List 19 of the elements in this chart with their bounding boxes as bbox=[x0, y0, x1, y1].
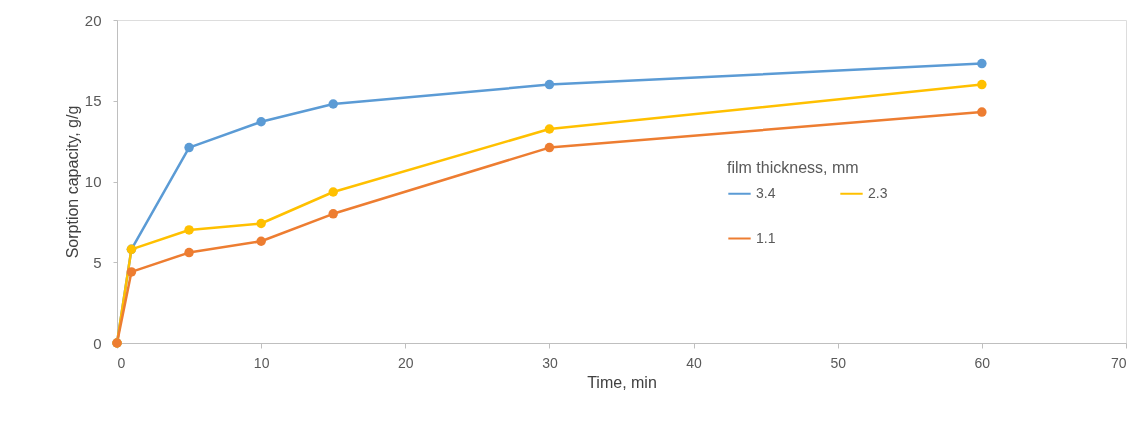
legend-label: 1.1 bbox=[756, 229, 776, 246]
legend-label: 3.4 bbox=[756, 184, 776, 201]
x-tick-label: 10 bbox=[253, 354, 270, 371]
x-tick-label: 0 bbox=[117, 354, 126, 371]
x-tick-label: 30 bbox=[542, 354, 558, 371]
y-tick-label: 5 bbox=[93, 253, 102, 271]
legend-label: 2.3 bbox=[868, 184, 888, 201]
x-tick-label: 70 bbox=[1110, 354, 1127, 371]
y-tick-label: 0 bbox=[93, 334, 102, 352]
x-tick-label: 50 bbox=[830, 354, 847, 371]
x-tick-label: 40 bbox=[686, 354, 703, 371]
y-tick-label: 15 bbox=[84, 92, 102, 110]
y-tick-label: 10 bbox=[84, 173, 102, 190]
x-tick-label: 20 bbox=[398, 354, 414, 371]
x-tick-label: 60 bbox=[974, 354, 991, 371]
y-tick-label: 20 bbox=[84, 11, 102, 29]
x-axis-title: Time, min bbox=[587, 373, 657, 391]
y-axis-title: Sorption capacity, g/g bbox=[63, 105, 81, 259]
legend-title: film thickness, mm bbox=[727, 159, 859, 176]
